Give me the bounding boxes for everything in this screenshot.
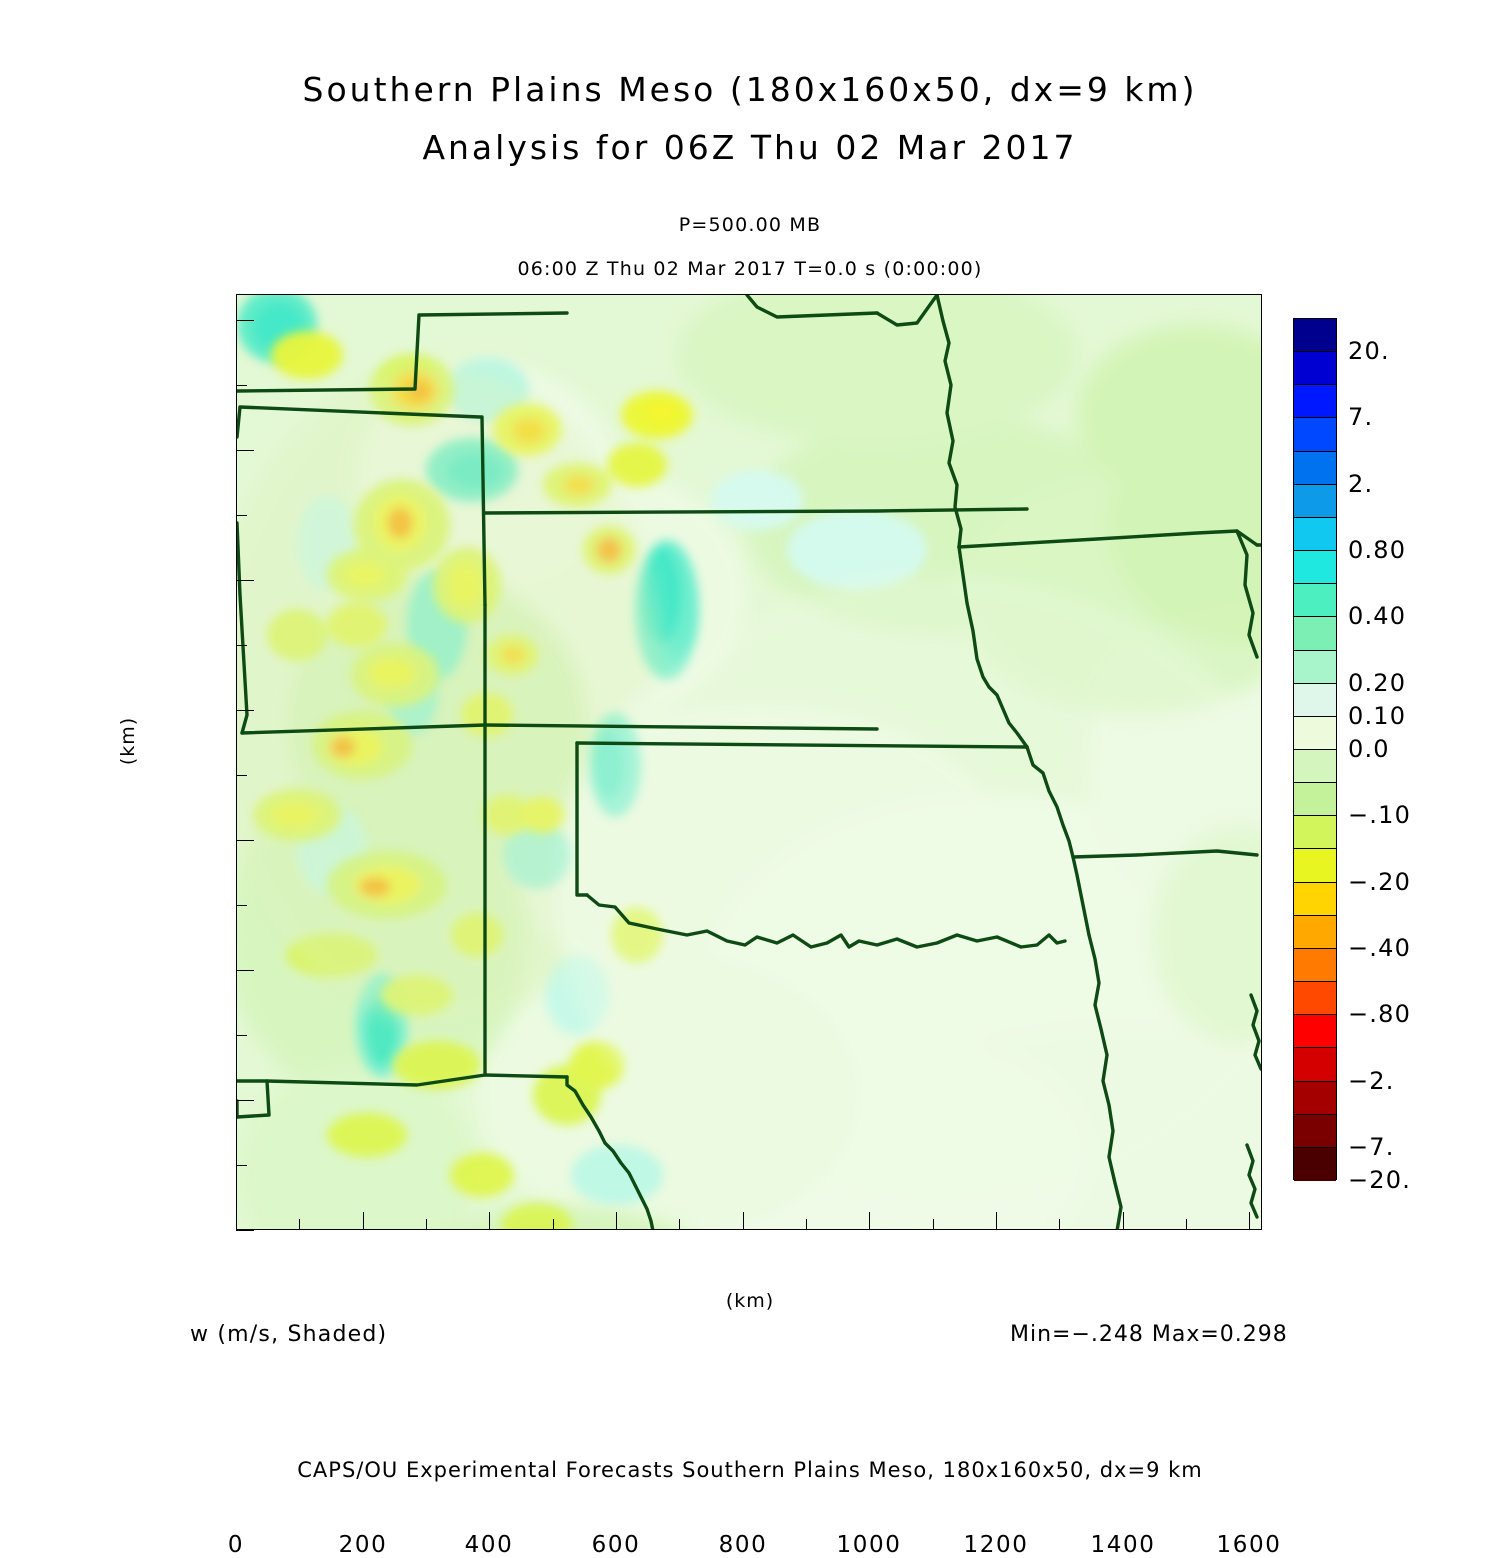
colorbar-band (1294, 816, 1336, 850)
colorbar-band (1294, 484, 1336, 518)
x-tick-minor (679, 1219, 681, 1230)
x-tick-1400 (1123, 1212, 1125, 1230)
y-tick-800 (236, 710, 254, 712)
x-tick-1000 (869, 1212, 871, 1230)
colorbar-tick-label: 7. (1348, 403, 1374, 432)
colorbar-tick-label: −7. (1348, 1132, 1395, 1161)
y-tick-1200 (236, 450, 254, 452)
colorbar-band (1294, 418, 1336, 452)
colorbar-band (1294, 948, 1336, 983)
colorbar-tick-label: 0.10 (1348, 701, 1407, 730)
y-tick-200 (236, 1100, 254, 1102)
x-tick-label: 600 (591, 1532, 641, 1558)
state-boundaries (237, 295, 1261, 1229)
y-tick-400 (236, 970, 254, 972)
x-tick-1200 (996, 1212, 998, 1230)
x-tick-0 (236, 1212, 238, 1230)
min-max-label: Min=−.248 Max=0.298 (1010, 1322, 1288, 1347)
colorbar (1293, 318, 1337, 1181)
x-tick-200 (363, 1212, 365, 1230)
x-tick-800 (743, 1212, 745, 1230)
colorbar-tick-label: −.20 (1348, 867, 1412, 896)
colorbar-tick-label: 0.20 (1348, 668, 1407, 697)
colorbar-tick-label: −.40 (1348, 933, 1412, 962)
colorbar-tick-label: −.80 (1348, 1000, 1412, 1029)
y-tick-600 (236, 840, 254, 842)
y-tick-minor (236, 515, 247, 517)
x-tick-label: 400 (464, 1532, 514, 1558)
x-tick-label: 200 (338, 1532, 388, 1558)
chart-title-line1: Southern Plains Meso (180x160x50, dx=9 k… (302, 70, 1198, 109)
colorbar-band (1294, 517, 1336, 552)
vertical-velocity-contour-field (237, 295, 1261, 1229)
x-tick-minor (806, 1219, 808, 1230)
x-tick-label: 1200 (963, 1532, 1029, 1558)
x-tick-label: 800 (718, 1532, 768, 1558)
footer-label: CAPS/OU Experimental Forecasts Southern … (297, 1458, 1203, 1482)
y-tick-0 (236, 1230, 254, 1232)
y-tick-minor (236, 385, 247, 387)
colorbar-tick-label: 2. (1348, 469, 1374, 498)
colorbar-band (1294, 882, 1336, 916)
x-tick-minor (299, 1219, 301, 1230)
y-tick-1000 (236, 580, 254, 582)
colorbar-band (1294, 750, 1336, 784)
colorbar-band (1294, 551, 1336, 585)
colorbar-tick-label: 0.0 (1348, 735, 1390, 763)
x-tick-400 (489, 1212, 491, 1230)
y-tick-minor (236, 775, 247, 777)
x-tick-minor (1059, 1219, 1061, 1230)
colorbar-band (1294, 982, 1336, 1016)
colorbar-band (1294, 319, 1336, 353)
x-tick-minor (1186, 1219, 1188, 1230)
colorbar-tick-label: 0.80 (1348, 536, 1407, 565)
colorbar-band (1294, 849, 1336, 883)
colorbar-tick-label: 0.40 (1348, 602, 1407, 631)
variable-label: w (m/s, Shaded) (190, 1322, 388, 1347)
x-tick-label: 0 (227, 1532, 245, 1558)
colorbar-band (1294, 1048, 1336, 1082)
y-tick-1400 (236, 320, 254, 322)
colorbar-tick-label: −2. (1348, 1066, 1395, 1095)
y-tick-minor (236, 905, 247, 907)
colorbar-band (1294, 1147, 1336, 1181)
y-tick-minor (236, 645, 247, 647)
plot-frame (236, 294, 1262, 1230)
x-tick-label: 1600 (1216, 1532, 1282, 1558)
colorbar-band (1294, 683, 1336, 717)
x-tick-600 (616, 1212, 618, 1230)
y-tick-minor (236, 1165, 247, 1167)
pressure-level-label: P=500.00 MB (678, 214, 822, 236)
valid-time-label: 06:00 Z Thu 02 Mar 2017 T=0.0 s (0:00:00… (517, 258, 983, 280)
x-tick-label: 1000 (836, 1532, 902, 1558)
y-tick-minor (236, 1035, 247, 1037)
colorbar-band (1294, 352, 1336, 386)
colorbar-band (1294, 617, 1336, 651)
x-tick-label: 1400 (1090, 1532, 1156, 1558)
colorbar-tick-label: −20. (1348, 1166, 1412, 1194)
colorbar-band (1294, 783, 1336, 817)
x-tick-minor (553, 1219, 555, 1230)
colorbar-band (1294, 1081, 1336, 1115)
colorbar-band (1294, 915, 1336, 949)
colorbar-band (1294, 584, 1336, 618)
colorbar-band (1294, 1015, 1336, 1049)
x-axis-label: (km) (725, 1290, 775, 1312)
chart-title-line2: Analysis for 06Z Thu 02 Mar 2017 (422, 128, 1078, 167)
colorbar-band (1294, 716, 1336, 750)
x-tick-1600 (1249, 1212, 1251, 1230)
x-tick-minor (933, 1219, 935, 1230)
colorbar-tick-label: 20. (1348, 337, 1390, 366)
colorbar-tick-label: −.10 (1348, 801, 1412, 830)
colorbar-band (1294, 1114, 1336, 1148)
colorbar-band (1294, 650, 1336, 684)
colorbar-band (1294, 385, 1336, 419)
plot-area: 0 200 400 600 800 1000 1200 1400 0 200 4… (228, 294, 1280, 1558)
y-axis-label: (km) (117, 716, 140, 766)
colorbar-band (1294, 451, 1336, 485)
x-tick-minor (426, 1219, 428, 1230)
